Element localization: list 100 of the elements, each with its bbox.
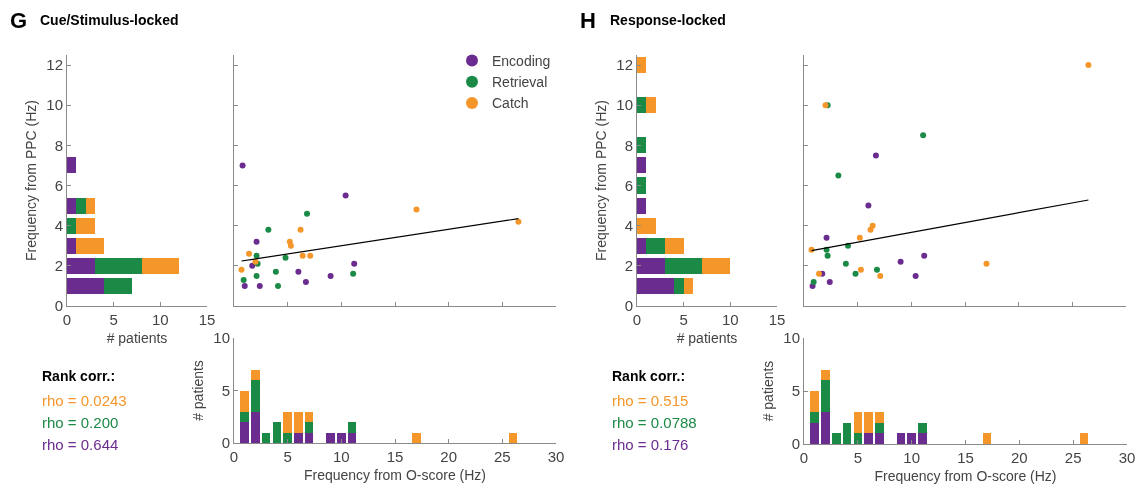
point bbox=[307, 252, 314, 259]
bar bbox=[283, 411, 292, 433]
point bbox=[842, 260, 849, 267]
bar bbox=[907, 433, 916, 444]
point bbox=[256, 282, 263, 289]
x-tick-label: 25 bbox=[1064, 449, 1082, 466]
point bbox=[867, 226, 874, 233]
text: G bbox=[10, 8, 28, 33]
point bbox=[297, 226, 304, 233]
bar bbox=[842, 422, 852, 444]
bar bbox=[637, 197, 647, 214]
x-tick-label: 15 bbox=[768, 311, 786, 328]
x-tick-label: 10 bbox=[151, 311, 169, 328]
point bbox=[287, 242, 294, 249]
point bbox=[249, 262, 256, 269]
bar bbox=[875, 433, 884, 444]
text: rho = 0.515 bbox=[612, 392, 689, 409]
point bbox=[350, 270, 357, 277]
bar bbox=[67, 157, 77, 174]
y-tick-label: 10 bbox=[783, 329, 800, 347]
bar bbox=[646, 237, 665, 254]
bar bbox=[853, 412, 863, 434]
bar bbox=[294, 411, 303, 433]
bar bbox=[67, 277, 105, 294]
point bbox=[302, 278, 309, 285]
y-tick-label: 10 bbox=[46, 96, 63, 114]
bar bbox=[240, 422, 250, 443]
point bbox=[342, 192, 349, 199]
point bbox=[835, 172, 842, 179]
bar bbox=[646, 97, 656, 114]
chart-title: Response-locked bbox=[610, 11, 726, 28]
point bbox=[852, 270, 859, 277]
bar bbox=[864, 433, 873, 444]
bar bbox=[240, 411, 250, 422]
text: H bbox=[580, 8, 596, 33]
bar bbox=[918, 422, 927, 434]
legend-label: Catch bbox=[492, 95, 529, 112]
point bbox=[241, 282, 248, 289]
bar bbox=[76, 197, 86, 214]
point bbox=[351, 260, 358, 267]
text: Rank corr.: bbox=[42, 368, 116, 384]
point bbox=[238, 266, 245, 273]
bar bbox=[326, 432, 335, 443]
x-tick-label: 20 bbox=[440, 448, 458, 465]
bar bbox=[304, 422, 314, 433]
y-tick-label: 5 bbox=[221, 381, 230, 399]
bar bbox=[810, 391, 820, 413]
bar bbox=[637, 217, 656, 234]
y-tick-label: 5 bbox=[791, 382, 800, 400]
bar bbox=[67, 217, 77, 234]
point bbox=[824, 252, 831, 259]
x-axis-title: # patients bbox=[106, 330, 168, 347]
bar bbox=[637, 57, 647, 74]
bar bbox=[240, 390, 250, 412]
bar bbox=[637, 257, 665, 274]
bar bbox=[875, 412, 884, 423]
point bbox=[983, 260, 990, 267]
y-axis-title: # patients bbox=[759, 360, 776, 422]
bar bbox=[251, 369, 260, 380]
bar bbox=[67, 197, 77, 214]
y-axis-title: Frequency from PPC (Hz) bbox=[22, 99, 39, 262]
x-tick-label: 5 bbox=[109, 311, 118, 328]
point bbox=[299, 252, 306, 259]
bar bbox=[982, 433, 992, 444]
bar bbox=[67, 257, 95, 274]
point bbox=[873, 266, 880, 273]
y-tick-label: 0 bbox=[791, 435, 800, 453]
x-tick-label: 10 bbox=[903, 449, 921, 466]
x-tick-label: 10 bbox=[332, 448, 350, 465]
x-tick-label: 30 bbox=[1118, 449, 1136, 466]
legend-label: Encoding bbox=[492, 53, 551, 70]
y-tick-label: 4 bbox=[624, 216, 633, 234]
y-tick-label: 6 bbox=[624, 176, 633, 194]
bar bbox=[896, 433, 906, 444]
x-tick-label: 25 bbox=[493, 448, 511, 465]
bar bbox=[810, 412, 820, 423]
point bbox=[810, 278, 817, 285]
y-axis-title: # patients bbox=[189, 360, 206, 421]
y-tick-label: 0 bbox=[54, 297, 63, 315]
bar bbox=[875, 422, 884, 434]
x-axis-title: # patients bbox=[676, 330, 738, 347]
y-tick-label: 8 bbox=[624, 136, 633, 154]
point bbox=[272, 268, 279, 275]
y-tick-label: 6 bbox=[54, 176, 63, 194]
text: rho = 0.176 bbox=[612, 436, 689, 453]
bar bbox=[294, 432, 303, 443]
point bbox=[872, 152, 879, 159]
bar bbox=[76, 237, 105, 254]
x-tick-label: 5 bbox=[283, 448, 292, 465]
point bbox=[327, 272, 334, 279]
bar bbox=[674, 277, 684, 294]
bar bbox=[831, 433, 841, 444]
bar bbox=[683, 277, 693, 294]
point bbox=[275, 282, 282, 289]
bar bbox=[864, 412, 873, 434]
point bbox=[857, 266, 864, 273]
point bbox=[253, 238, 260, 245]
point bbox=[295, 268, 302, 275]
chart-title: Cue/Stimulus-locked bbox=[40, 11, 179, 28]
legend-label: Retrieval bbox=[492, 74, 548, 91]
